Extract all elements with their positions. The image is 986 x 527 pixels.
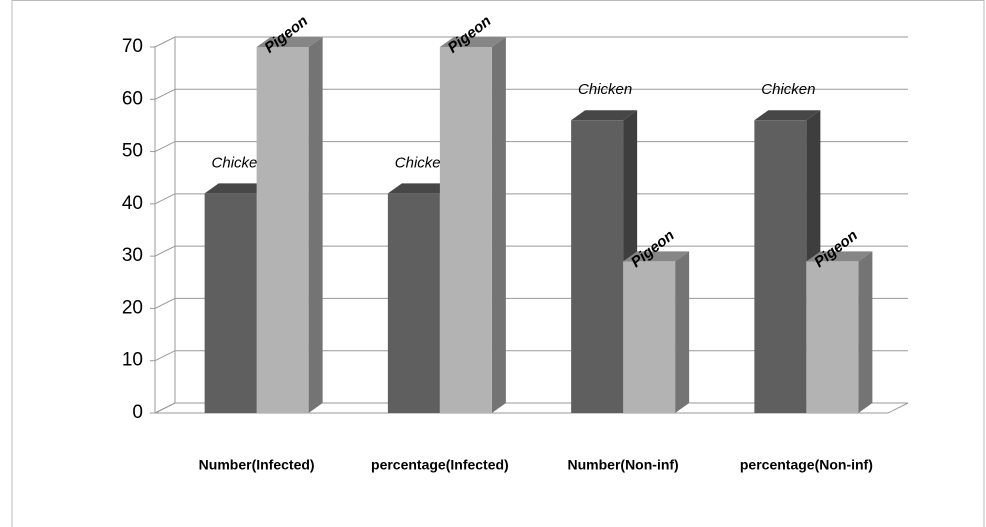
bar-front <box>571 120 624 413</box>
bar-top <box>256 37 323 47</box>
grid-line <box>154 193 908 205</box>
x-tick-label: Number(Non-inf) <box>568 457 679 473</box>
bar-side <box>308 37 323 413</box>
bar-top <box>387 183 454 194</box>
bar-top <box>571 110 638 121</box>
bar-front <box>256 47 309 413</box>
bar <box>623 251 690 413</box>
bar-front <box>754 120 807 413</box>
x-tick-label: percentage(Non-inf) <box>740 457 873 473</box>
y-tick-label: 70 <box>122 36 143 57</box>
x-tick-label: percentage(Infected) <box>371 457 509 473</box>
x-tick-label: Number(Infected) <box>199 457 315 473</box>
y-tick-label: 30 <box>122 245 143 266</box>
bar-top <box>623 251 690 262</box>
bar-front <box>439 47 492 413</box>
bar-front <box>204 193 257 413</box>
bar-side <box>858 251 873 413</box>
frame <box>11 0 985 527</box>
y-tick-label: 40 <box>122 193 143 214</box>
bar-side <box>675 251 690 413</box>
grid-line <box>154 36 908 48</box>
bar <box>806 251 873 413</box>
y-tick-label: 60 <box>122 88 143 109</box>
data-label: Chicken <box>212 154 266 171</box>
bar-top <box>439 37 506 47</box>
grid-line <box>154 245 908 257</box>
data-label: Chicken <box>578 81 632 98</box>
y-tick-label: 0 <box>132 402 143 423</box>
bar-top <box>754 110 821 121</box>
bar-front <box>623 261 676 413</box>
grid-line <box>154 141 908 153</box>
data-label: Chicken <box>395 154 449 171</box>
bar <box>439 37 506 413</box>
y-tick-label: 10 <box>122 350 143 371</box>
bar-top <box>806 251 873 262</box>
y-tick-label: 50 <box>122 141 143 162</box>
bar-top <box>204 183 271 194</box>
bar <box>256 37 323 413</box>
grid-line <box>154 88 908 100</box>
bar-side <box>491 37 506 413</box>
bar-front <box>387 193 440 413</box>
y-tick-label: 20 <box>122 297 143 318</box>
data-label: Chicken <box>761 81 815 98</box>
bar-front <box>806 261 859 413</box>
